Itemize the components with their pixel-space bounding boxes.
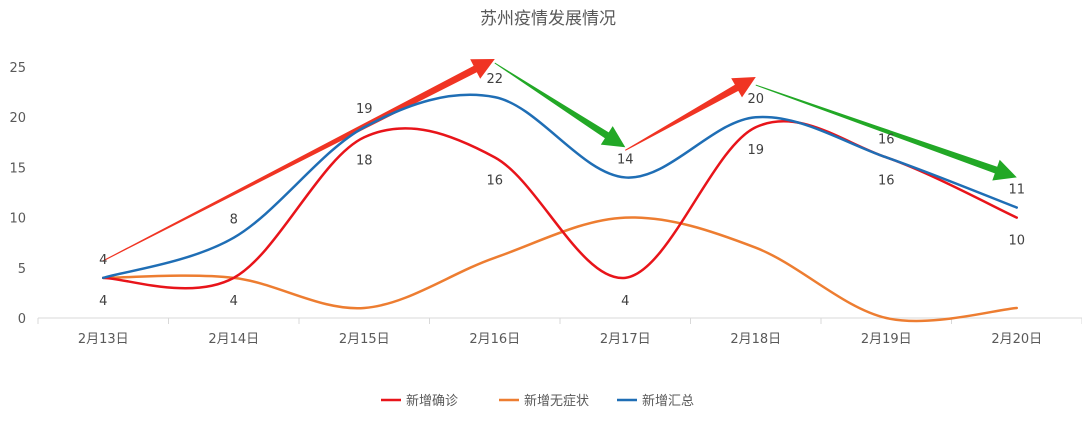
series-line <box>102 93 1018 280</box>
y-tick-label: 25 <box>9 61 26 76</box>
data-label: 16 <box>878 132 895 147</box>
data-labels: 4 4 18 16 4 19 16 10 4 8 19 22 14 20 16 11 <box>99 72 1025 309</box>
x-tick-label: 2月15日 <box>339 332 390 347</box>
legend: 新增确诊 新增无症状 新增汇总 <box>381 393 694 409</box>
data-label: 14 <box>617 152 634 167</box>
x-tick-label: 2月18日 <box>730 332 781 347</box>
x-tick-label: 2月19日 <box>861 332 912 347</box>
data-label: 20 <box>747 92 764 107</box>
series-line <box>102 216 1018 323</box>
trend-arrows <box>103 59 1017 262</box>
x-tick-label: 2月14日 <box>208 332 259 347</box>
x-tick-label: 2月13日 <box>78 332 129 347</box>
legend-label: 新增确诊 <box>406 393 458 409</box>
chart-title: 苏州疫情发展情况 <box>480 9 616 29</box>
trend-arrow <box>494 62 626 148</box>
y-tick-label: 0 <box>18 312 26 327</box>
data-label: 4 <box>99 253 107 268</box>
data-label: 8 <box>230 213 238 228</box>
trend-arrow <box>103 59 495 262</box>
y-tick-label: 20 <box>9 111 26 126</box>
x-tick-label: 2月20日 <box>991 332 1042 347</box>
trend-arrow <box>625 77 756 151</box>
trend-arrow <box>755 84 1017 181</box>
x-tick-label: 2月17日 <box>600 332 651 347</box>
data-label: 4 <box>99 294 107 309</box>
data-label: 22 <box>486 72 503 87</box>
y-tick-label: 10 <box>9 212 26 227</box>
data-label: 19 <box>356 102 373 117</box>
data-label: 4 <box>621 294 629 309</box>
data-label: 10 <box>1008 234 1025 249</box>
legend-label: 新增无症状 <box>524 393 589 409</box>
data-label: 16 <box>878 173 895 188</box>
data-label: 19 <box>747 143 764 158</box>
data-label: 16 <box>486 173 503 188</box>
data-label: 18 <box>356 153 373 168</box>
data-label: 4 <box>230 294 238 309</box>
legend-label: 新增汇总 <box>642 393 694 409</box>
data-label: 11 <box>1008 183 1025 198</box>
y-tick-label: 5 <box>18 262 26 277</box>
axes: 0 5 10 15 20 25 2月13日 2月14日 2月15日 2月16日 2月17日 2月18日… <box>9 61 1082 347</box>
y-tick-label: 15 <box>9 161 26 176</box>
x-tick-label: 2月16日 <box>469 332 520 347</box>
series-lines <box>102 93 1018 323</box>
